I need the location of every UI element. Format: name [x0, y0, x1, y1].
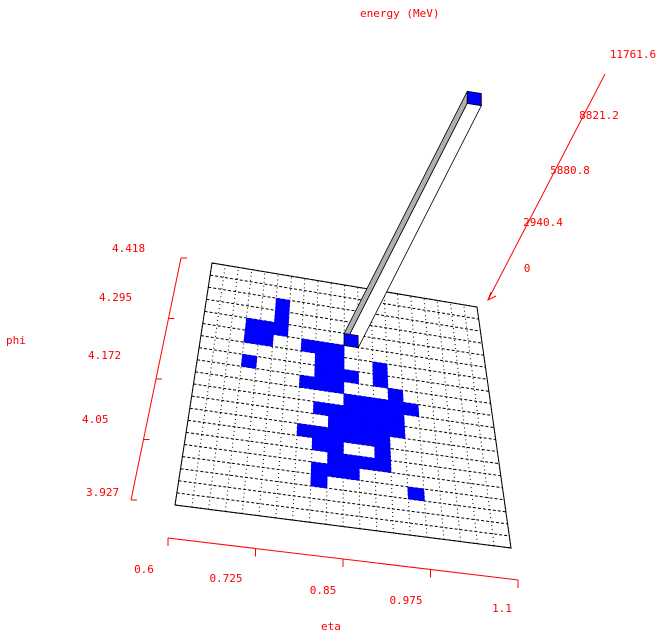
- energy-cell: [257, 332, 274, 347]
- energy-cell: [358, 419, 375, 435]
- energy-cell: [407, 486, 425, 502]
- z-axis-line: [487, 73, 606, 301]
- energy-cell: [343, 393, 360, 409]
- energy-cell: [327, 415, 344, 431]
- energy-cell: [358, 455, 376, 471]
- tower-top-face: [466, 90, 482, 107]
- energy-cell: [329, 355, 345, 370]
- grid-line-eta: [423, 298, 445, 540]
- grid-line-eta: [275, 276, 292, 518]
- energy-cell: [374, 446, 391, 461]
- energy-cell: [273, 322, 289, 337]
- grid-line-phi: [176, 492, 510, 537]
- grid-line-eta: [463, 304, 495, 546]
- energy-cell: [343, 465, 360, 481]
- energy-cell: [343, 405, 360, 421]
- energy-cell: [343, 429, 360, 445]
- grid-line-phi: [200, 335, 488, 380]
- energy-cell: [328, 403, 345, 419]
- energy-cell: [300, 338, 317, 354]
- z-axis-arrow: [487, 291, 497, 302]
- energy-cell: [274, 310, 290, 325]
- tower-front-face: [343, 102, 483, 349]
- energy-cell: [313, 401, 329, 416]
- energy-cell: [314, 364, 330, 380]
- y-axis-label: phi: [6, 334, 26, 347]
- grid-line-phi: [210, 274, 479, 320]
- energy-cell: [315, 340, 331, 356]
- energy-cell: [327, 439, 344, 455]
- grid-border: [174, 262, 512, 549]
- energy-cell: [358, 407, 375, 423]
- energy-cell: [374, 458, 392, 473]
- energy-cell: [312, 425, 329, 441]
- energy-cells: [240, 297, 425, 502]
- grid-line-phi: [178, 480, 508, 525]
- energy-cell: [358, 431, 375, 447]
- energy-cell: [329, 342, 345, 358]
- grid-line-phi: [208, 286, 481, 332]
- z-tick-label: 0: [524, 262, 531, 275]
- energy-cell: [389, 424, 406, 439]
- energy-cell: [243, 329, 260, 345]
- grid-line-eta: [191, 265, 226, 508]
- energy-cell: [373, 409, 390, 425]
- energy-cell: [328, 367, 345, 382]
- energy-cell: [343, 369, 359, 385]
- energy-cell: [372, 361, 388, 377]
- tower-base: [343, 332, 359, 348]
- z-tick-label: 5880.8: [550, 164, 590, 177]
- y-tick-label: 4.172: [88, 349, 121, 362]
- energy-cell: [313, 376, 330, 392]
- energy-cell: [328, 379, 345, 394]
- energy-cell: [314, 352, 330, 368]
- energy-cell: [327, 427, 344, 443]
- grid-line-eta: [450, 302, 478, 544]
- z-tick-label: 8821.2: [579, 109, 619, 122]
- x-axis-label: eta: [321, 620, 341, 633]
- energy-cell: [343, 453, 360, 469]
- energy-cell: [240, 353, 258, 369]
- x-tick-label: 0.85: [310, 584, 337, 597]
- tower-side-face: [343, 91, 468, 346]
- y-tick-label: 3.927: [86, 486, 119, 499]
- grid-line-eta: [208, 267, 239, 510]
- y-tick-label: 4.05: [82, 413, 109, 426]
- energy-cell: [327, 451, 344, 467]
- y-tick-label: 4.295: [99, 291, 132, 304]
- energy-cell: [310, 461, 328, 477]
- energy-cell: [275, 297, 291, 313]
- grid-line-phi: [191, 395, 496, 441]
- grid-line-eta: [224, 269, 253, 512]
- grid-line-phi: [197, 359, 491, 404]
- grid-line-eta: [436, 300, 462, 542]
- energy-cell: [326, 463, 344, 479]
- grid-line-eta: [241, 271, 266, 514]
- energy-cell: [259, 319, 275, 335]
- energy-cell: [387, 387, 404, 403]
- energy-cell: [244, 317, 261, 333]
- z-tick-label: 11761.6: [610, 48, 656, 61]
- z-tick-label: 2940.4: [523, 216, 563, 229]
- energy-cell: [296, 423, 314, 438]
- x-tick-label: 0.6: [134, 563, 154, 576]
- y-tick-label: 4.418: [112, 242, 145, 255]
- grid-line-phi: [206, 298, 483, 344]
- energy-cell: [299, 374, 315, 390]
- grid-line-phi: [186, 431, 501, 477]
- energy-cell: [310, 473, 328, 489]
- axes: energy (MeV) phi eta 3.927 4.05 4.172 4.295…: [6, 7, 656, 633]
- energy-cell: [311, 437, 329, 453]
- x-tick-label: 0.725: [209, 572, 242, 585]
- x-tick-label: 1.1: [492, 602, 512, 615]
- grid-line-eta: [258, 273, 279, 516]
- x-tick-label: 0.975: [389, 594, 422, 607]
- energy-tower: [343, 90, 483, 349]
- energy-cell: [402, 402, 420, 417]
- energy-cell: [343, 417, 360, 433]
- z-axis-label: energy (MeV): [360, 7, 439, 20]
